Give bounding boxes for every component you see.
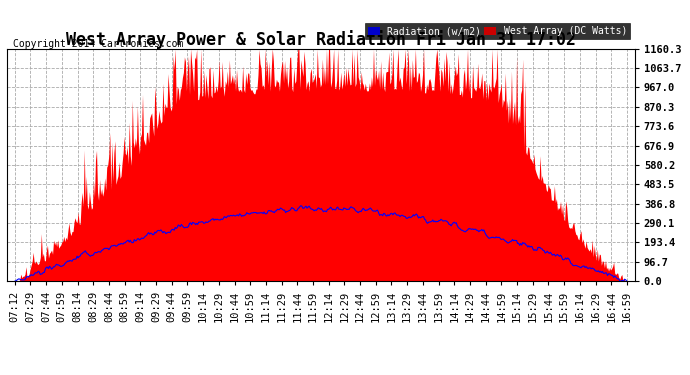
Title: West Array Power & Solar Radiation Fri Jan 31 17:02: West Array Power & Solar Radiation Fri J…	[66, 30, 576, 49]
Text: Copyright 2014 Cartronics.com: Copyright 2014 Cartronics.com	[13, 39, 184, 50]
Legend: Radiation (w/m2), West Array (DC Watts): Radiation (w/m2), West Array (DC Watts)	[365, 23, 630, 39]
